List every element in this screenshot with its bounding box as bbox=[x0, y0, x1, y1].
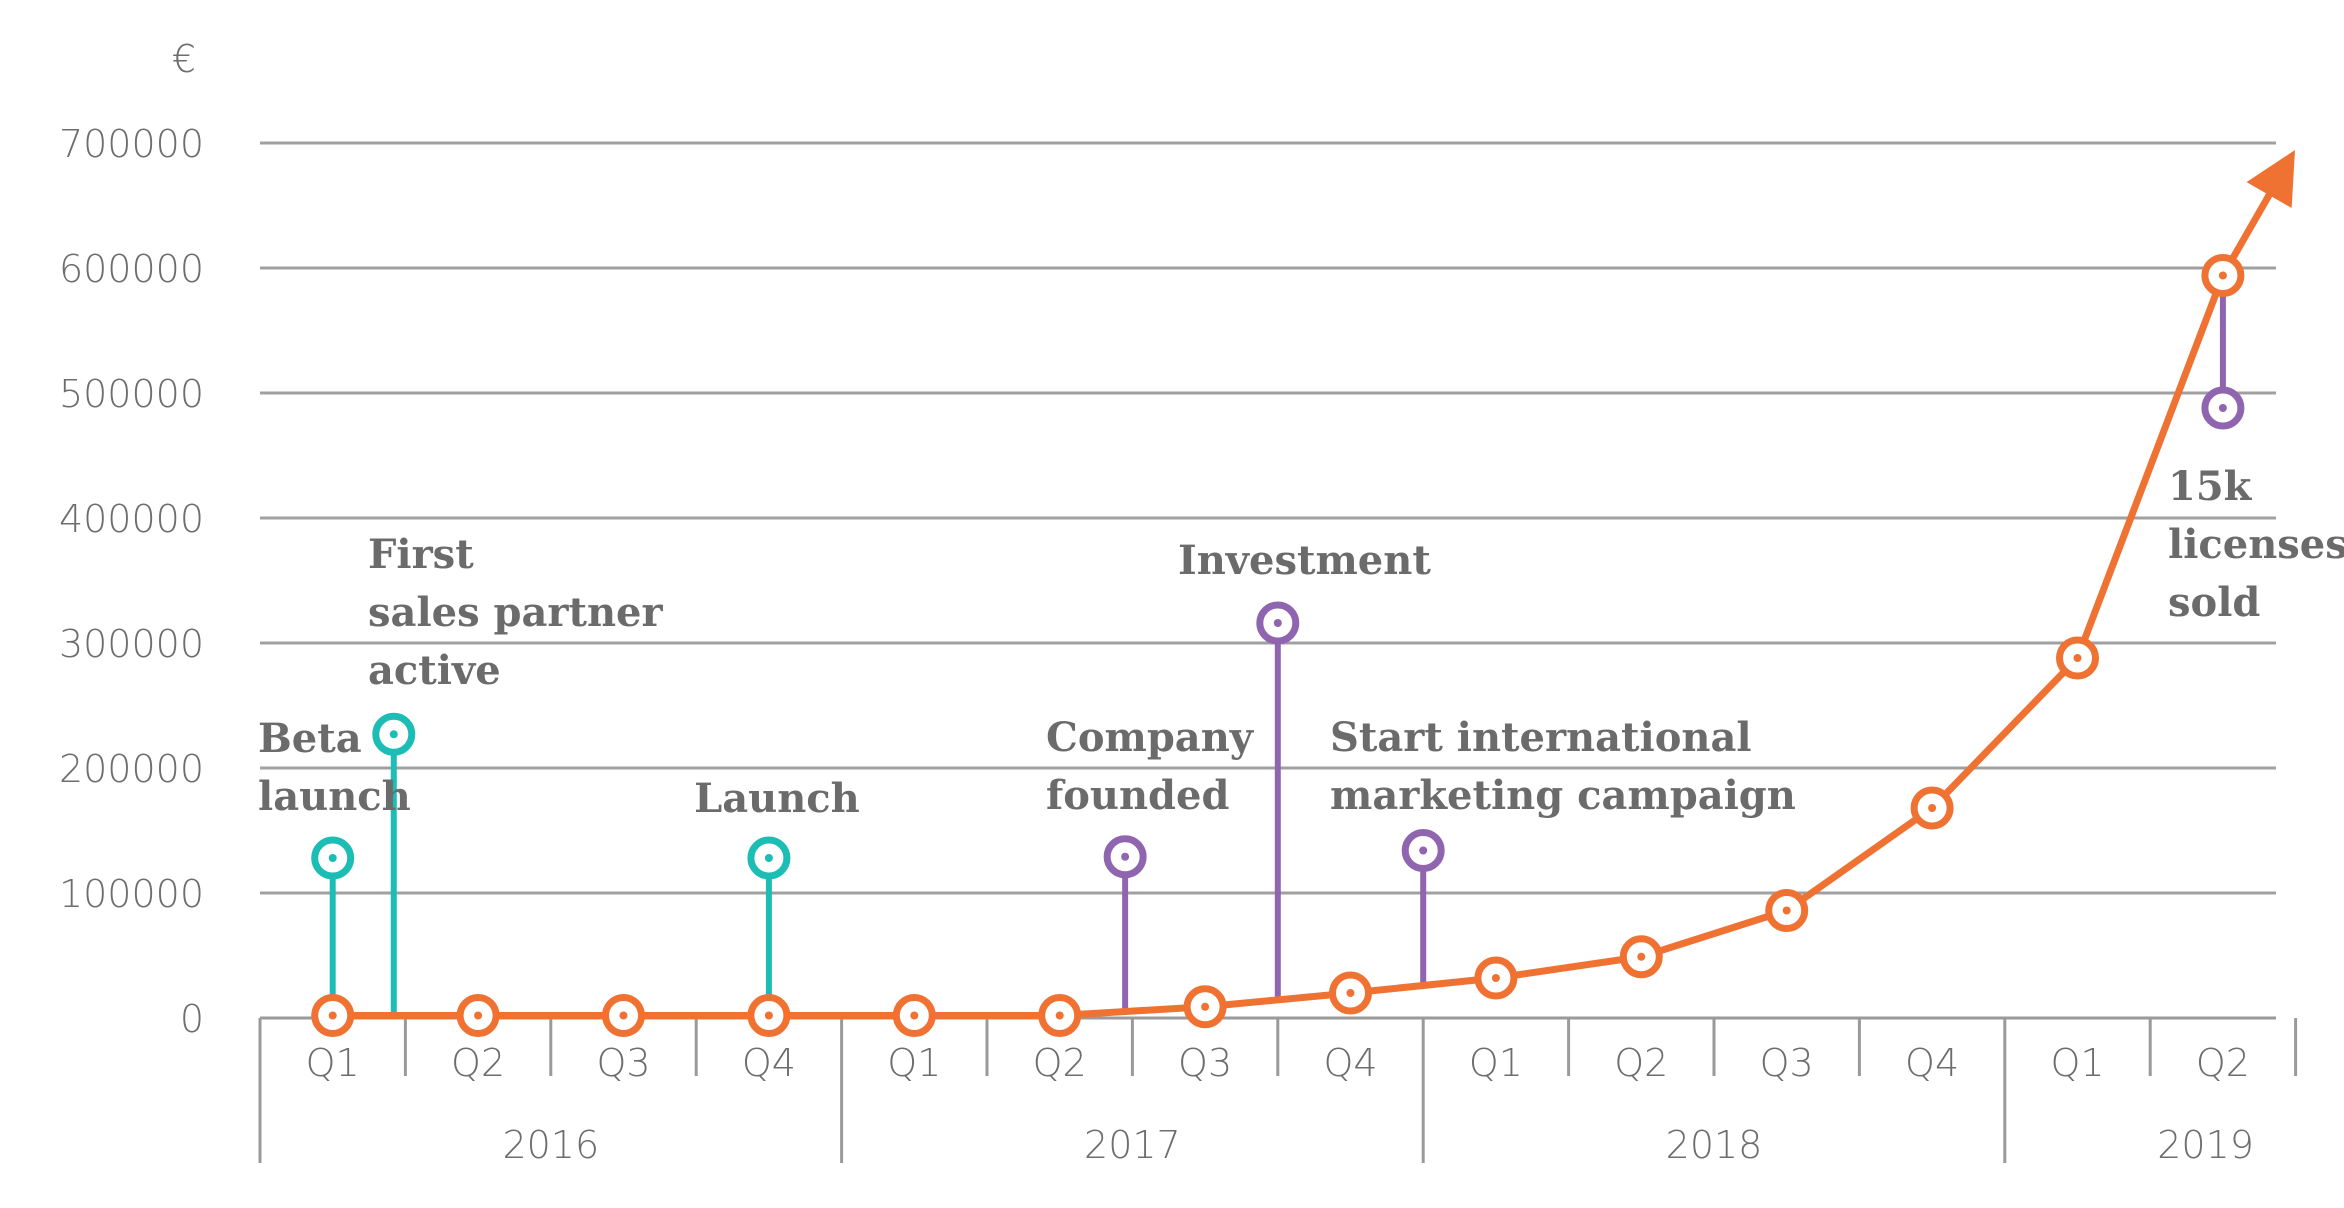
milestone-marker-dot bbox=[1121, 852, 1130, 861]
data-point-dot bbox=[764, 1011, 773, 1020]
milestone-marker-dot bbox=[2218, 404, 2227, 412]
data-point-dot bbox=[1055, 1011, 1064, 1020]
milestone-marker-dot bbox=[328, 854, 337, 862]
data-point-dot bbox=[474, 1011, 483, 1020]
x-tick-label: Q2 bbox=[451, 1041, 505, 1085]
x-tick-label: Q1 bbox=[1469, 1041, 1523, 1085]
data-point-dot bbox=[1928, 804, 1937, 812]
milestone-label-line: active bbox=[368, 647, 501, 694]
milestone-label-line: 15k bbox=[2168, 463, 2253, 510]
milestone-label: Investment bbox=[1178, 537, 1431, 584]
x-tick-label: Q3 bbox=[1178, 1041, 1232, 1085]
y-tick-label: 400000 bbox=[59, 497, 204, 541]
milestone-label-line: sales partner bbox=[368, 589, 663, 636]
y-tick-label: 500000 bbox=[59, 372, 204, 416]
y-tick-label: 600000 bbox=[59, 247, 204, 291]
milestone-label-line: sold bbox=[2168, 579, 2260, 626]
data-point-dot bbox=[2073, 654, 2082, 662]
milestone-label-line: Beta bbox=[258, 715, 362, 762]
x-tick-label: Q2 bbox=[1033, 1041, 1087, 1085]
milestone-label: 15k licenses sold bbox=[2168, 463, 2344, 626]
milestone-label: Company founded bbox=[1046, 714, 1255, 819]
y-tick-label: 700000 bbox=[59, 122, 204, 166]
x-tick-label: Q2 bbox=[1614, 1041, 1668, 1085]
milestone-label-line: licenses bbox=[2168, 521, 2344, 568]
trend-arrow-head bbox=[2246, 149, 2296, 209]
y-tick-label: 0 bbox=[180, 997, 204, 1041]
x-tick-label: Q1 bbox=[887, 1041, 941, 1085]
y-tick-label: 300000 bbox=[59, 622, 204, 666]
x-tick-label: Q1 bbox=[2050, 1041, 2104, 1085]
milestone-marker-dot bbox=[764, 854, 773, 862]
y-axis-unit-label: € bbox=[172, 37, 196, 81]
data-point-dot bbox=[1346, 989, 1355, 997]
data-point-dot bbox=[1782, 906, 1791, 915]
data-point-dot bbox=[910, 1011, 919, 1020]
x-tick-label: Q2 bbox=[2196, 1041, 2250, 1085]
milestone-marker-dot bbox=[389, 730, 398, 739]
milestone-label-line: founded bbox=[1046, 772, 1229, 819]
milestone-label-line: Investment bbox=[1178, 537, 1431, 584]
data-point-dot bbox=[1637, 952, 1646, 961]
x-tick-label: Q4 bbox=[1323, 1041, 1377, 1085]
year-label: 2016 bbox=[502, 1123, 599, 1167]
milestone-label: Beta launch bbox=[258, 715, 411, 820]
year-label: 2019 bbox=[2157, 1123, 2254, 1167]
x-tick-label: Q4 bbox=[742, 1041, 796, 1085]
series-line bbox=[332, 274, 2227, 1019]
data-point-dot bbox=[1201, 1002, 1210, 1011]
milestone-label-line: marketing campaign bbox=[1330, 772, 1796, 819]
milestone-marker-dot bbox=[1419, 846, 1428, 855]
milestone-label: Start international marketing campaign bbox=[1330, 714, 1796, 819]
milestone-label-line: First bbox=[368, 531, 474, 578]
x-tick-label: Q4 bbox=[1905, 1041, 1959, 1085]
data-point-dot bbox=[1491, 974, 1500, 982]
milestone-label-line: Start international bbox=[1330, 714, 1752, 761]
y-tick-label: 100000 bbox=[59, 872, 204, 916]
data-point-dot bbox=[2218, 271, 2227, 280]
year-label: 2017 bbox=[1084, 1123, 1181, 1167]
x-tick-label: Q3 bbox=[596, 1041, 650, 1085]
data-point-dot bbox=[619, 1011, 628, 1020]
data-point-dot bbox=[328, 1011, 337, 1020]
milestone-marker-dot bbox=[1273, 619, 1282, 627]
x-tick-label: Q1 bbox=[306, 1041, 360, 1085]
milestone-label-line: Launch bbox=[694, 775, 860, 822]
x-tick-label: Q3 bbox=[1760, 1041, 1814, 1085]
y-tick-label: 200000 bbox=[59, 747, 204, 791]
milestone-label: Launch bbox=[694, 775, 860, 822]
year-label: 2018 bbox=[1666, 1123, 1763, 1167]
milestone-label: First sales partner active bbox=[368, 531, 663, 694]
milestone-label-line: launch bbox=[258, 773, 411, 820]
milestone-label-line: Company bbox=[1046, 714, 1255, 761]
